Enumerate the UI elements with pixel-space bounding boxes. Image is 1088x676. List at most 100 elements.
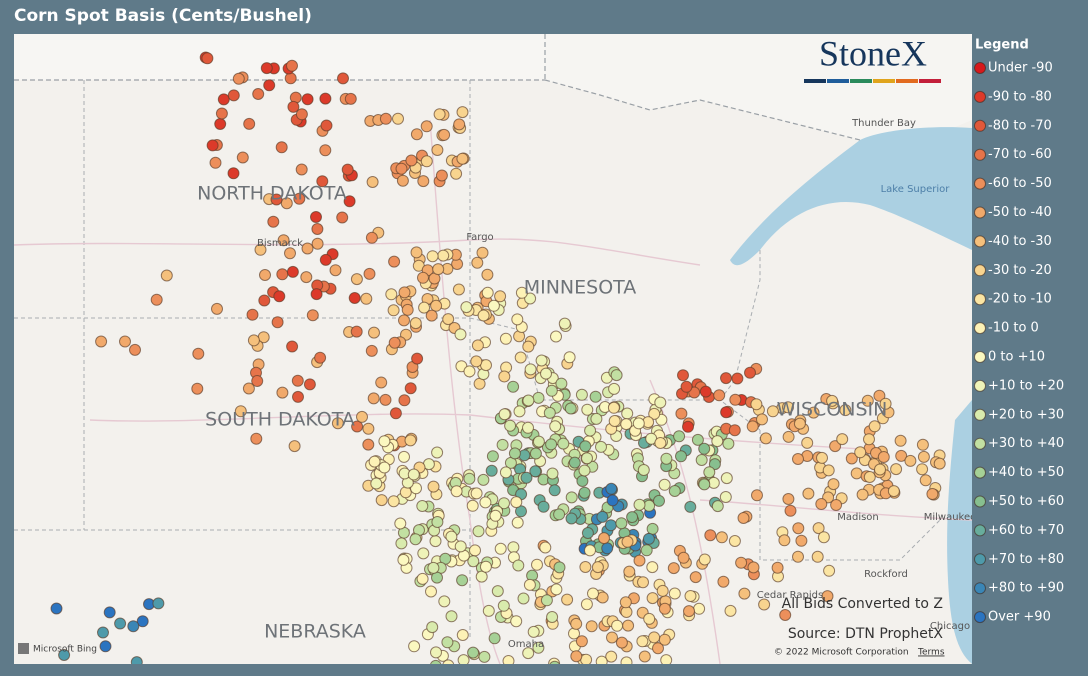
bid-dot xyxy=(160,269,173,282)
bid-dot xyxy=(756,413,768,426)
bid-dot xyxy=(438,595,451,608)
bid-dot xyxy=(916,438,929,451)
bid-dot xyxy=(497,599,510,612)
bid-dot xyxy=(527,625,540,638)
bid-dot xyxy=(388,336,401,349)
bid-dot xyxy=(656,584,669,597)
state-label: WISCONSIN xyxy=(777,399,888,421)
bid-dot xyxy=(537,500,550,513)
bid-dot xyxy=(587,587,599,600)
bid-dot xyxy=(607,401,620,414)
attribution-terms[interactable]: Terms xyxy=(917,648,945,658)
bid-dot xyxy=(432,263,445,276)
bid-dot xyxy=(397,553,410,566)
legend-swatch xyxy=(974,62,986,74)
bid-dot xyxy=(856,488,869,501)
bid-dot xyxy=(270,193,283,206)
bid-dot xyxy=(868,420,881,433)
bid-dot xyxy=(387,304,400,317)
bid-dot xyxy=(416,500,429,512)
bid-dot xyxy=(513,405,526,418)
bid-dot xyxy=(467,646,480,659)
bid-dot xyxy=(206,139,219,152)
state-label: MINNESOTA xyxy=(524,277,637,299)
bid-dot xyxy=(620,418,633,431)
bid-dot xyxy=(895,449,908,462)
bid-dot xyxy=(595,440,607,453)
bid-dot xyxy=(729,393,742,406)
bid-dot xyxy=(720,472,733,485)
legend-label: 0 to +10 xyxy=(988,350,1045,365)
bid-dot xyxy=(693,602,706,615)
bid-dot xyxy=(284,72,297,85)
bid-dot xyxy=(114,617,127,630)
bid-dot xyxy=(620,656,633,664)
bid-dot xyxy=(821,590,834,603)
bid-dot xyxy=(637,576,649,589)
state-label: NEBRASKA xyxy=(264,621,366,643)
bid-dot xyxy=(319,253,332,266)
bid-dot xyxy=(336,211,349,224)
bid-dot xyxy=(427,480,440,493)
bid-dot xyxy=(417,175,430,188)
bid-dot xyxy=(827,478,840,491)
bid-dot xyxy=(695,454,708,466)
bid-dot xyxy=(311,237,324,250)
bid-dot xyxy=(604,519,617,532)
legend-swatch xyxy=(974,611,986,624)
bid-dot xyxy=(398,394,411,407)
bid-dot xyxy=(246,308,259,321)
bid-dot xyxy=(435,169,448,182)
bid-dot xyxy=(720,406,733,419)
bid-dot xyxy=(425,309,438,322)
bid-dot xyxy=(310,211,322,223)
bid-dot xyxy=(366,176,379,188)
bid-dot xyxy=(646,561,659,574)
bid-dot xyxy=(658,602,671,615)
bid-dot xyxy=(722,437,735,450)
bid-dot xyxy=(919,474,932,487)
bid-dot xyxy=(873,389,886,402)
bid-dot xyxy=(454,328,467,341)
bid-dot xyxy=(426,250,439,263)
bid-dot xyxy=(319,92,332,105)
bid-dot xyxy=(874,463,886,476)
bid-dot xyxy=(511,516,524,529)
city-label: Rockford xyxy=(864,569,908,580)
bid-dot xyxy=(470,355,483,368)
bid-dot xyxy=(531,558,543,571)
bid-dot xyxy=(467,555,480,568)
bid-dot xyxy=(565,491,578,504)
bid-dot xyxy=(545,384,558,397)
bid-dot xyxy=(782,493,795,505)
bid-dot xyxy=(286,265,299,278)
bid-dot xyxy=(450,167,463,180)
bid-dot xyxy=(477,473,490,486)
bid-dot xyxy=(251,375,264,387)
bid-dot xyxy=(636,635,649,648)
bid-dot xyxy=(711,500,724,513)
bid-dot xyxy=(802,487,815,500)
bid-dot xyxy=(731,372,744,385)
bid-dot xyxy=(704,529,717,542)
city-label: Fargo xyxy=(466,232,493,243)
bid-dot xyxy=(595,655,608,664)
bid-dot xyxy=(632,417,645,430)
bid-dot xyxy=(887,485,900,498)
bid-dot xyxy=(548,484,561,497)
bid-dot xyxy=(524,363,537,376)
legend-label: -50 to -40 xyxy=(988,205,1052,220)
bid-dot xyxy=(839,404,852,417)
bid-dot xyxy=(292,390,304,403)
bid-dot xyxy=(463,365,476,378)
bid-dot xyxy=(658,478,671,491)
bid-dot xyxy=(522,647,535,660)
bid-dot xyxy=(404,434,417,447)
bid-dot xyxy=(728,424,741,437)
bid-dot xyxy=(122,666,133,676)
bid-dot xyxy=(356,410,368,423)
bid-dot xyxy=(136,615,149,628)
legend-swatch xyxy=(974,466,986,479)
bid-dot xyxy=(214,118,227,130)
city-label: Milwaukee xyxy=(924,512,977,523)
